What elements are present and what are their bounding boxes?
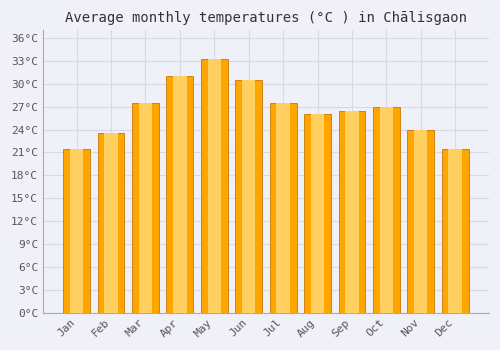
Bar <box>236 80 262 313</box>
Title: Average monthly temperatures (°C ) in Chālisgaon: Average monthly temperatures (°C ) in Ch… <box>65 11 467 25</box>
Bar <box>104 133 118 313</box>
Bar <box>270 103 296 313</box>
Bar <box>414 130 428 313</box>
Bar <box>304 114 331 313</box>
Bar <box>338 111 365 313</box>
Bar <box>373 107 400 313</box>
Bar <box>208 59 221 313</box>
Bar <box>139 103 152 313</box>
Bar <box>201 59 228 313</box>
Bar <box>346 111 358 313</box>
Bar <box>173 76 186 313</box>
Bar <box>442 149 468 313</box>
Bar <box>276 103 290 313</box>
Bar <box>70 149 84 313</box>
Bar <box>448 149 462 313</box>
Bar <box>242 80 256 313</box>
Bar <box>408 130 434 313</box>
Bar <box>311 114 324 313</box>
Bar <box>63 149 90 313</box>
Bar <box>380 107 393 313</box>
Bar <box>98 133 124 313</box>
Bar <box>166 76 194 313</box>
Bar <box>132 103 159 313</box>
